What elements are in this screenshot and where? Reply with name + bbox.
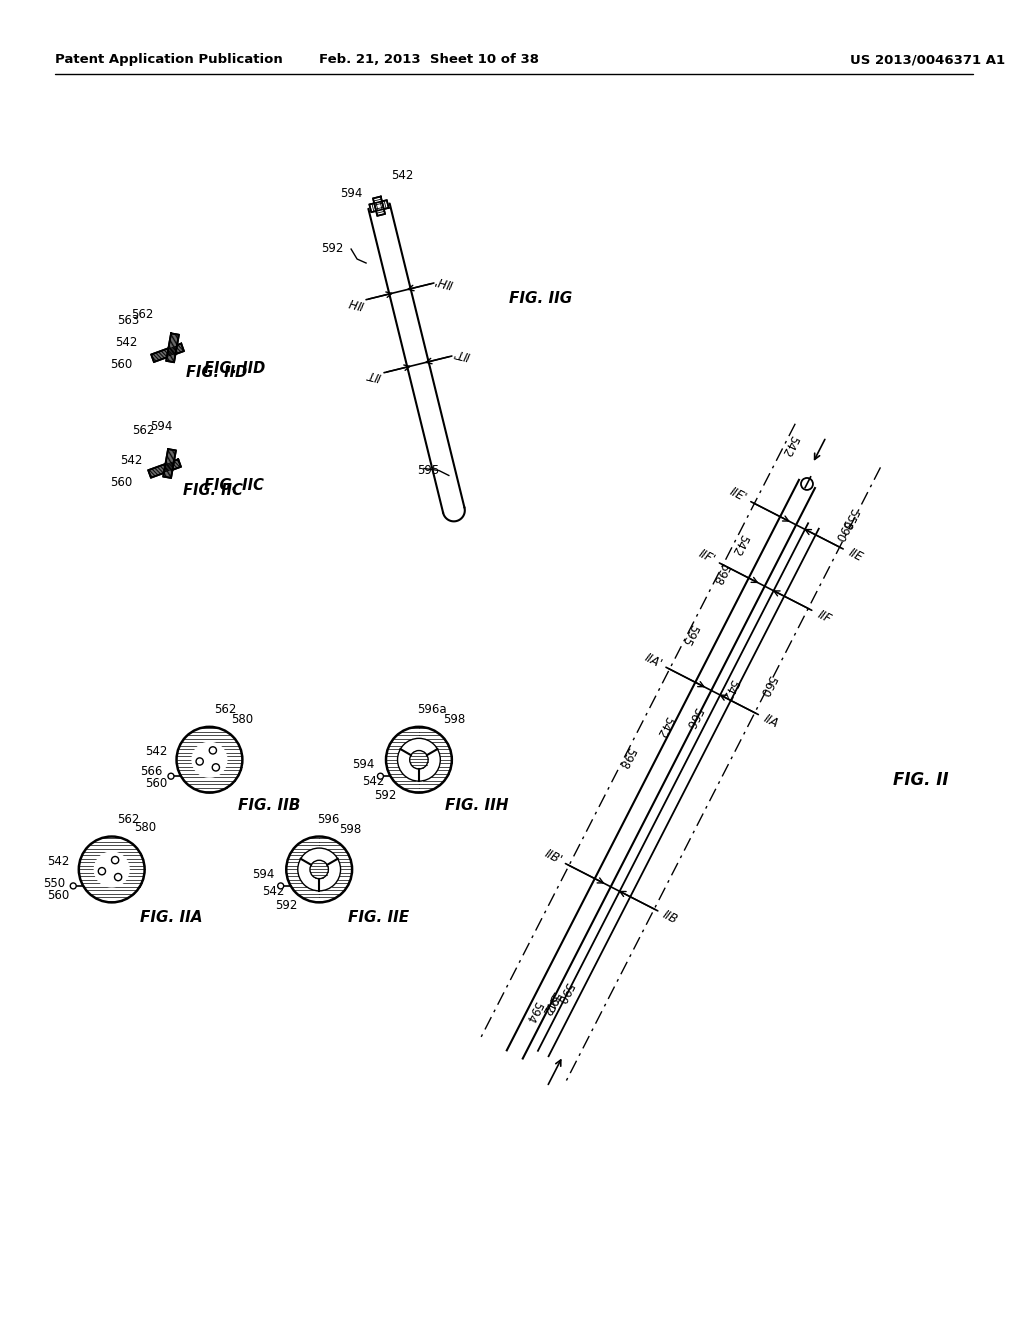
Polygon shape: [152, 343, 184, 362]
Text: 542: 542: [120, 454, 142, 467]
Polygon shape: [163, 449, 176, 478]
Text: IIA: IIA: [761, 711, 780, 730]
Text: 563: 563: [118, 314, 139, 327]
Circle shape: [98, 867, 105, 875]
Text: 542: 542: [145, 746, 168, 758]
Text: IIF': IIF': [696, 546, 718, 566]
Text: IIF: IIF: [815, 607, 834, 626]
Text: FIG. IID: FIG. IID: [205, 362, 265, 376]
Circle shape: [801, 478, 813, 490]
Text: FIG. IIC: FIG. IIC: [205, 478, 264, 492]
Text: 590: 590: [553, 979, 574, 1005]
Text: 598: 598: [339, 824, 361, 836]
Text: IIH: IIH: [347, 294, 366, 310]
Text: IIB: IIB: [660, 908, 680, 927]
Text: FIG. IIE: FIG. IIE: [348, 909, 410, 925]
Text: 580: 580: [134, 821, 156, 834]
Text: 542: 542: [391, 169, 414, 182]
Text: 592: 592: [274, 899, 297, 912]
Text: 598: 598: [615, 744, 637, 771]
Text: 542: 542: [361, 775, 384, 788]
Text: FIG. IIC: FIG. IIC: [182, 483, 243, 498]
Text: 560: 560: [111, 477, 133, 488]
Polygon shape: [397, 738, 440, 781]
Polygon shape: [166, 334, 179, 362]
Text: 550: 550: [43, 876, 65, 890]
Text: FIG. IID: FIG. IID: [185, 366, 247, 380]
Circle shape: [212, 764, 219, 771]
Text: 560: 560: [756, 673, 777, 698]
Text: 562: 562: [117, 813, 139, 826]
Text: FIG. IIH: FIG. IIH: [445, 799, 509, 813]
Text: 542: 542: [47, 855, 70, 869]
Text: 562: 562: [214, 704, 237, 717]
Text: 562: 562: [131, 309, 154, 321]
Circle shape: [115, 874, 122, 880]
Circle shape: [278, 883, 284, 888]
Text: 542: 542: [718, 677, 739, 702]
Text: 590: 590: [831, 519, 853, 544]
Text: FIG. IIA: FIG. IIA: [140, 909, 203, 925]
Text: 596a: 596a: [417, 704, 446, 717]
Text: 560: 560: [47, 888, 70, 902]
Text: 542: 542: [539, 991, 560, 1018]
Text: 550: 550: [838, 506, 860, 532]
Text: Feb. 21, 2013  Sheet 10 of 38: Feb. 21, 2013 Sheet 10 of 38: [318, 53, 539, 66]
Circle shape: [378, 774, 383, 779]
Text: 566: 566: [140, 766, 163, 779]
Text: 594: 594: [252, 869, 274, 880]
Polygon shape: [148, 459, 181, 478]
Text: 566: 566: [682, 705, 705, 731]
Text: 542: 542: [262, 884, 285, 898]
Text: IIT: IIT: [366, 367, 383, 383]
Text: US 2013/0046371 A1: US 2013/0046371 A1: [850, 53, 1006, 66]
Text: IIE: IIE: [846, 546, 865, 565]
Text: 542: 542: [728, 531, 750, 557]
Text: FIG. IIB: FIG. IIB: [239, 799, 300, 813]
Circle shape: [168, 774, 174, 779]
Text: 560: 560: [145, 777, 168, 791]
Text: 580: 580: [231, 713, 254, 726]
Polygon shape: [298, 847, 341, 891]
Text: FIG. IIG: FIG. IIG: [509, 292, 572, 306]
Polygon shape: [373, 197, 385, 216]
Text: IIT': IIT': [452, 346, 471, 362]
Text: 592: 592: [375, 789, 397, 803]
Polygon shape: [370, 201, 389, 213]
Text: 594: 594: [351, 758, 374, 771]
Circle shape: [112, 857, 119, 863]
Text: 595: 595: [417, 465, 439, 477]
Circle shape: [71, 883, 76, 888]
Text: 592: 592: [321, 242, 343, 255]
Text: 592: 592: [541, 989, 562, 1014]
Text: 594: 594: [340, 186, 362, 199]
Text: 560: 560: [111, 358, 133, 371]
Text: 594: 594: [522, 999, 544, 1024]
Text: IIH': IIH': [433, 272, 455, 289]
Text: Patent Application Publication: Patent Application Publication: [55, 53, 283, 66]
Text: IIB': IIB': [542, 847, 564, 867]
Text: 594: 594: [151, 420, 173, 433]
Text: 596: 596: [317, 813, 340, 826]
Polygon shape: [93, 851, 130, 887]
Text: 595: 595: [678, 622, 699, 648]
Text: 542: 542: [116, 337, 137, 350]
Text: FIG. II: FIG. II: [893, 771, 948, 788]
Text: 542: 542: [778, 433, 800, 459]
Circle shape: [196, 758, 204, 766]
Text: IIE': IIE': [728, 486, 750, 506]
Text: IIA': IIA': [642, 651, 665, 671]
Text: 562: 562: [132, 424, 155, 437]
Text: 598: 598: [442, 713, 465, 726]
Text: 542: 542: [653, 713, 675, 739]
Polygon shape: [191, 742, 227, 777]
Circle shape: [209, 747, 216, 754]
Text: 598: 598: [710, 561, 731, 586]
